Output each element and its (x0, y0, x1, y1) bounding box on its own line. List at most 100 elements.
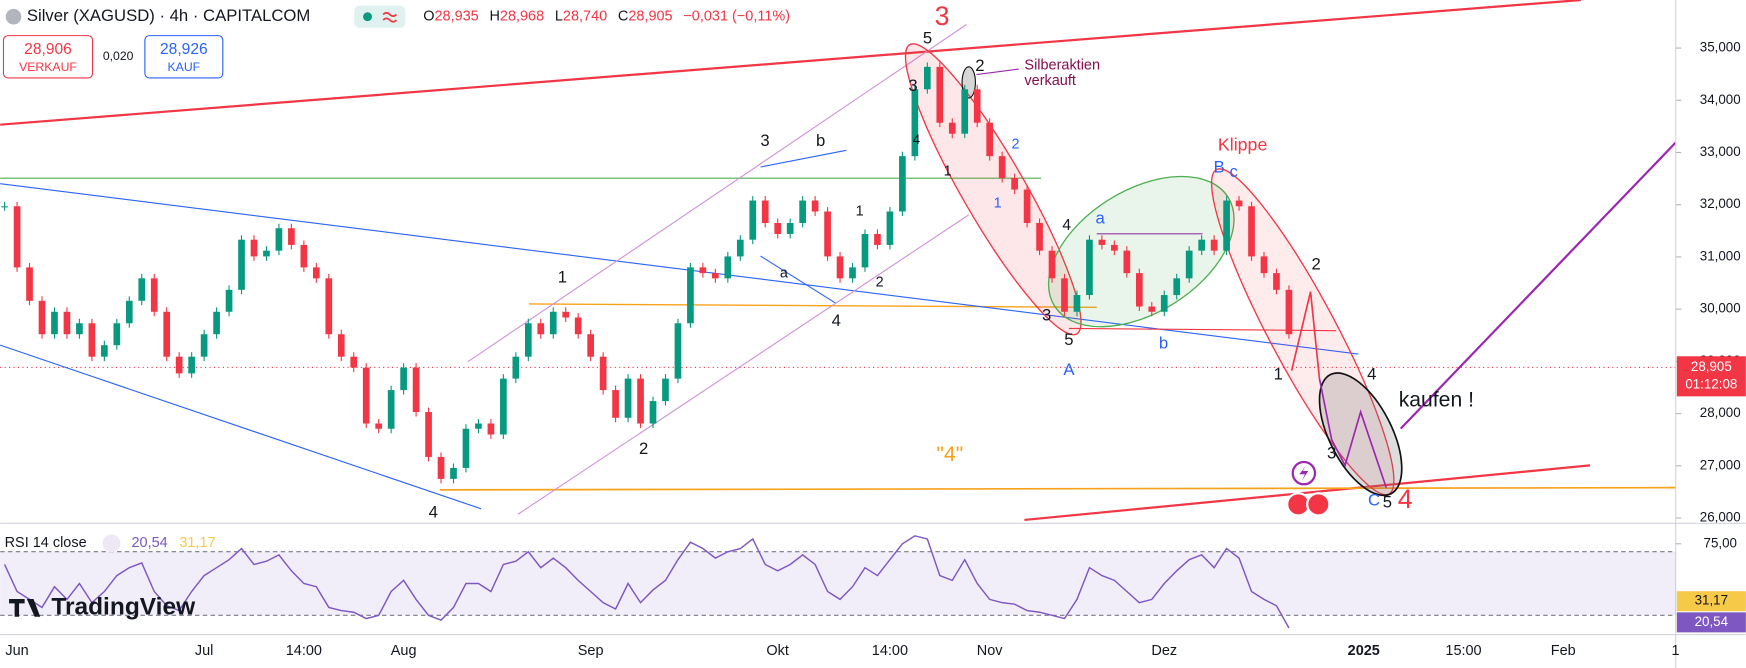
status-dot (363, 12, 372, 22)
candle (761, 200, 769, 223)
candle (225, 289, 233, 312)
candle (524, 323, 532, 357)
candle (200, 334, 208, 357)
candle (1086, 239, 1093, 296)
ohlc-change: −0,031 (−0,11%) (683, 9, 790, 25)
candle (674, 323, 682, 379)
buy-button[interactable] (144, 35, 224, 79)
candle (138, 278, 146, 301)
ellipse (904, 43, 1082, 336)
rsi-tag-text: 20,54 (1695, 614, 1729, 629)
candle (325, 278, 333, 335)
wave-label: 2 (1011, 137, 1019, 153)
sell-button[interactable] (2, 35, 94, 79)
candle (101, 345, 108, 357)
candle (1135, 273, 1143, 307)
candle (637, 378, 644, 424)
candle (1, 206, 8, 208)
candle (612, 390, 619, 418)
candle (1061, 278, 1068, 312)
candle (312, 267, 320, 279)
ohlc-value: 28,905 (628, 9, 672, 25)
y-tick-label: 32,000 (1700, 196, 1741, 211)
x-tick-label: Sep (578, 643, 604, 659)
candle (749, 200, 757, 240)
candle (1098, 239, 1106, 245)
x-tick-label: Dez (1151, 643, 1177, 659)
x-tick-label: Jun (5, 643, 28, 659)
callout (976, 68, 1019, 76)
candle (250, 239, 258, 257)
sell-price: 28,906 (24, 41, 72, 58)
wave-label: 5 (1064, 330, 1073, 349)
x-tick-label: Jul (195, 643, 214, 659)
candle (587, 334, 594, 357)
candle (1210, 239, 1218, 251)
wave-label: 1 (1274, 365, 1283, 384)
status-badge (354, 5, 406, 28)
rsi-header: RSI 14 close 20,54 31,17 (5, 534, 216, 553)
candle (1048, 250, 1056, 279)
candle (400, 367, 407, 391)
trendline (528, 303, 1097, 308)
x-tick-label: 2025 (1348, 643, 1380, 659)
candle (500, 378, 507, 435)
price-pane: 26,00027,00028,00029,00030,00031,00032,0… (1, 1, 1741, 525)
candle (1185, 250, 1193, 279)
candle (1111, 244, 1118, 251)
candle (1011, 178, 1018, 190)
candle (362, 367, 370, 424)
candle (1223, 200, 1230, 251)
candle (26, 267, 33, 301)
wave-label: 1 (944, 163, 952, 179)
rsi-title: RSI 14 close (5, 535, 87, 551)
candle (1285, 289, 1293, 335)
wave-label: 2 (639, 439, 648, 458)
candle (961, 89, 969, 134)
y-tick-label: 31,000 (1700, 248, 1741, 263)
candle (275, 228, 283, 251)
wave-label: verkauft (1024, 73, 1075, 89)
x-tick-label: Nov (977, 643, 1003, 659)
candle (736, 239, 744, 257)
rsi-pane: 75,00 (0, 535, 1737, 629)
wave-label: kaufen ! (1399, 388, 1474, 411)
candle (923, 66, 931, 90)
last-price: 28,905 (1691, 359, 1732, 374)
wave-label: B (1214, 158, 1225, 177)
ohlc-key: L (555, 9, 563, 25)
trendline (0, 183, 1359, 355)
candle (113, 323, 121, 346)
status-icon (382, 11, 398, 23)
candle (973, 89, 981, 123)
ellipse (1047, 175, 1235, 328)
trendline (0, 0, 1582, 126)
wave-label: 1 (994, 196, 1002, 212)
trendline (439, 486, 1676, 491)
candle (213, 311, 220, 335)
y-tick-label: 34,000 (1700, 92, 1741, 107)
candle (76, 323, 83, 335)
x-tick-label: Aug (391, 643, 417, 659)
candle (786, 222, 794, 234)
ohlc-key: H (489, 9, 499, 25)
ohlc: O28,935 H28,968 L28,740 C28,905 −0,031 (… (423, 9, 790, 25)
candle (649, 401, 657, 424)
x-tick-label: Okt (766, 643, 789, 659)
candle (1073, 295, 1081, 312)
candle (88, 323, 96, 357)
candle (562, 311, 570, 318)
channel (517, 214, 970, 515)
candle (288, 228, 295, 245)
wave-label: 3 (1327, 444, 1336, 463)
buy-price: 28,926 (160, 41, 208, 58)
wave-label: a (780, 266, 789, 282)
candle (1148, 306, 1156, 312)
rsi-ma-tag (1676, 591, 1746, 612)
projection (1290, 291, 1321, 379)
symbol-title: Silver (XAGUSD) · 4h · CAPITALCOM (27, 6, 310, 25)
wave-label: 2 (876, 275, 884, 291)
x-tick-label: Feb (1551, 643, 1576, 659)
rsi-value: 20,54 (132, 535, 168, 551)
events (1286, 460, 1331, 517)
